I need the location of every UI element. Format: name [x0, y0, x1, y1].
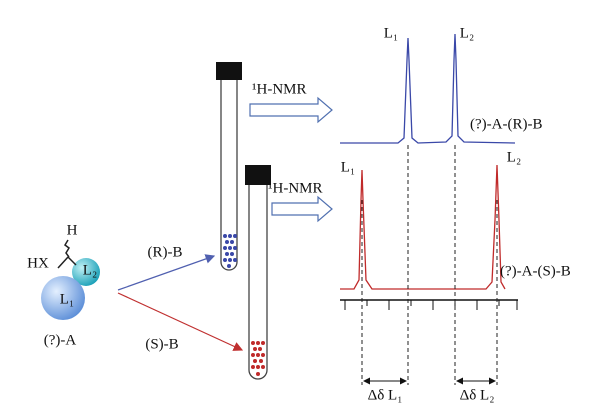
tube-cap	[216, 62, 242, 80]
peak-label: L₁	[341, 159, 355, 175]
peak-label: L₂	[507, 149, 521, 165]
peak-label: L₁	[384, 25, 398, 41]
spectrum-bottom	[340, 164, 506, 290]
delta-label: Δδ L₁	[368, 387, 403, 403]
compound-label: (?)-A	[44, 332, 77, 348]
sphere-l1	[41, 276, 85, 320]
atom-label: L₂	[83, 262, 97, 278]
reaction-arrow	[117, 292, 244, 351]
nmr-label: ¹H-NMR	[268, 180, 323, 196]
nmr-arrow	[249, 96, 333, 124]
reaction-arrow	[117, 254, 216, 291]
tubes: ¹H-NMR ¹H-NMR	[216, 62, 333, 380]
molecule: H HX L₂ L₁ (?)-A	[27, 222, 100, 348]
spectrum-label: (?)-A-(S)-B	[500, 263, 571, 279]
atom-label: HX	[27, 255, 49, 271]
sample-blue	[223, 234, 237, 268]
nmr-arrow	[271, 195, 333, 223]
nmr-label: ¹H-NMR	[252, 81, 307, 97]
sphere-l2	[72, 258, 100, 286]
sample-red	[251, 341, 265, 376]
atom-label: L₁	[60, 291, 74, 307]
reagent-label: (R)-B	[148, 244, 183, 260]
spectra: L₁ L₂ (?)-A-(R)-B L₁ L₂ (?)-A-(S)-B Δδ L…	[340, 25, 571, 403]
spectrum-top	[340, 33, 516, 144]
delta-label: Δδ L₂	[460, 387, 495, 403]
spectrum-label: (?)-A-(R)-B	[470, 116, 542, 132]
tube	[220, 80, 238, 271]
atom-label: H	[67, 222, 78, 238]
axis-ticks	[344, 300, 518, 310]
peak-label: L₂	[460, 25, 474, 41]
bonds	[57, 239, 77, 269]
reagent-label: (S)-B	[145, 336, 178, 352]
tube-cap	[245, 165, 271, 185]
tube	[248, 185, 268, 380]
